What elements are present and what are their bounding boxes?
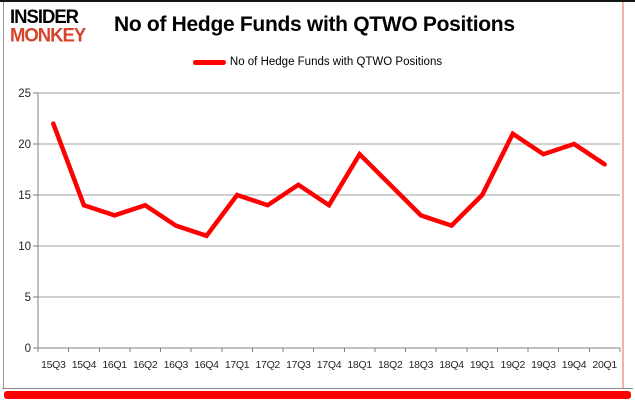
x-tick-label: 15Q3 (41, 359, 66, 371)
x-tick-label: 15Q4 (72, 359, 97, 371)
y-tick-label: 20 (18, 139, 31, 151)
x-tick-label: 19Q1 (470, 359, 495, 371)
x-tick-label: 19Q4 (562, 359, 587, 371)
left-border (3, 2, 4, 388)
data-series-line (51, 121, 607, 239)
x-tick-label: 18Q4 (439, 359, 464, 371)
x-tick-label: 16Q1 (102, 359, 127, 371)
y-tick-label: 0 (25, 343, 31, 355)
x-tick-label: 17Q4 (317, 359, 342, 371)
y-tick-label: 15 (18, 190, 31, 202)
x-tick-label: 18Q3 (409, 359, 434, 371)
y-tick-label: 25 (18, 88, 31, 100)
insider-monkey-logo: INSIDER MONKEY (10, 4, 86, 46)
right-border (622, 2, 624, 388)
bottom-border (2, 388, 633, 389)
logo-line1: INSIDER (10, 4, 79, 27)
x-tick-label: 17Q3 (286, 359, 311, 371)
x-tick-label: 16Q4 (194, 359, 219, 371)
x-tick-label: 17Q1 (225, 359, 250, 371)
legend-label: No of Hedge Funds with QTWO Positions (229, 56, 443, 68)
top-border (0, 0, 635, 2)
y-tick-label: 5 (25, 292, 31, 304)
x-tick-label: 17Q2 (255, 359, 280, 371)
x-tick-label: 18Q2 (378, 359, 403, 371)
x-tick-label: 18Q1 (347, 359, 372, 371)
legend-line-marker (192, 59, 226, 65)
chart-title: No of Hedge Funds with QTWO Positions (114, 13, 515, 36)
x-tick-label: 19Q3 (531, 359, 556, 371)
bottom-accent-bar (4, 391, 631, 399)
x-tick-label: 19Q2 (501, 359, 526, 371)
logo-line2: MONKEY (10, 23, 86, 46)
x-tick-label: 16Q2 (133, 359, 158, 371)
x-tick-label: 20Q1 (592, 359, 617, 371)
y-tick-label: 10 (18, 241, 31, 253)
legend: No of Hedge Funds with QTWO Positions (0, 56, 635, 68)
x-tick-label: 16Q3 (164, 359, 189, 371)
